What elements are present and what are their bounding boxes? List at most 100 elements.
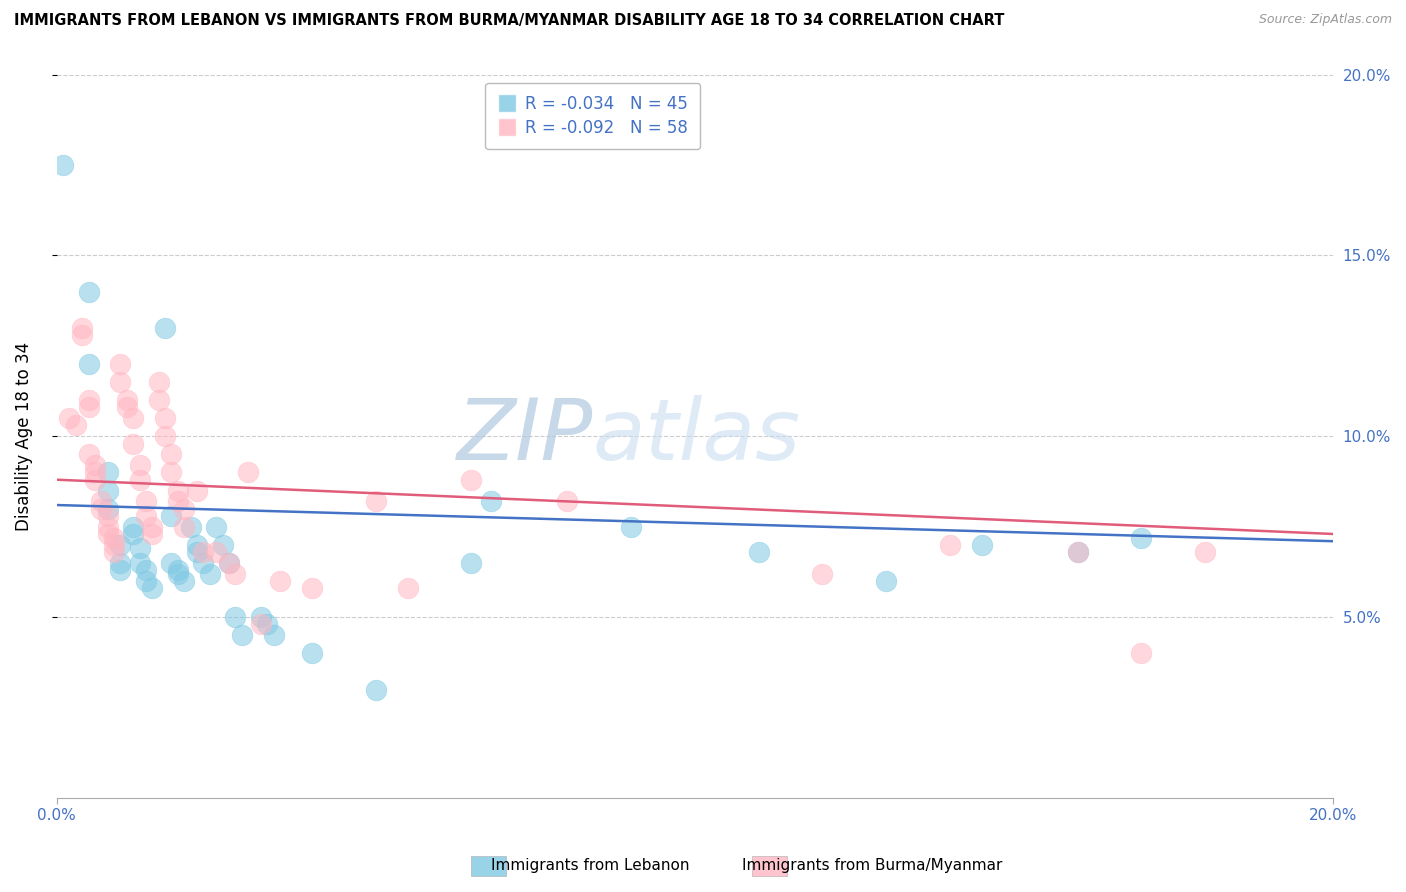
- Point: [218, 556, 240, 570]
- Point: [141, 527, 163, 541]
- Point: [128, 458, 150, 473]
- Point: [173, 574, 195, 588]
- Legend: R = -0.034   N = 45, R = -0.092   N = 58: R = -0.034 N = 45, R = -0.092 N = 58: [485, 83, 700, 149]
- Point: [153, 320, 176, 334]
- Point: [122, 527, 145, 541]
- Point: [269, 574, 291, 588]
- Point: [153, 411, 176, 425]
- Point: [811, 566, 834, 581]
- Text: Immigrants from Burma/Myanmar: Immigrants from Burma/Myanmar: [741, 858, 1002, 872]
- Point: [97, 527, 120, 541]
- Point: [1130, 531, 1153, 545]
- Point: [97, 483, 120, 498]
- Point: [186, 545, 208, 559]
- Point: [110, 563, 132, 577]
- Point: [97, 466, 120, 480]
- Point: [396, 581, 419, 595]
- Point: [364, 682, 387, 697]
- Point: [160, 447, 183, 461]
- Point: [77, 393, 100, 408]
- Point: [748, 545, 770, 559]
- Point: [224, 610, 246, 624]
- Point: [135, 508, 157, 523]
- Point: [90, 501, 112, 516]
- Point: [236, 466, 259, 480]
- Point: [166, 563, 188, 577]
- Point: [263, 628, 285, 642]
- Point: [939, 538, 962, 552]
- Point: [83, 466, 105, 480]
- Point: [115, 393, 138, 408]
- Point: [128, 473, 150, 487]
- Point: [103, 545, 125, 559]
- Point: [250, 617, 273, 632]
- Point: [70, 320, 93, 334]
- Point: [77, 285, 100, 299]
- Point: [205, 520, 228, 534]
- Point: [301, 581, 323, 595]
- Point: [211, 538, 233, 552]
- Point: [135, 494, 157, 508]
- Point: [173, 520, 195, 534]
- Point: [479, 494, 502, 508]
- Text: Immigrants from Lebanon: Immigrants from Lebanon: [491, 858, 690, 872]
- Point: [231, 628, 253, 642]
- Point: [122, 520, 145, 534]
- Point: [250, 610, 273, 624]
- Point: [153, 429, 176, 443]
- Point: [1066, 545, 1088, 559]
- Point: [186, 538, 208, 552]
- Point: [97, 501, 120, 516]
- Point: [110, 375, 132, 389]
- Point: [65, 418, 87, 433]
- Point: [1194, 545, 1216, 559]
- Point: [52, 158, 75, 172]
- Point: [1066, 545, 1088, 559]
- Point: [875, 574, 897, 588]
- Point: [460, 473, 482, 487]
- Point: [115, 401, 138, 415]
- Text: IMMIGRANTS FROM LEBANON VS IMMIGRANTS FROM BURMA/MYANMAR DISABILITY AGE 18 TO 34: IMMIGRANTS FROM LEBANON VS IMMIGRANTS FR…: [14, 13, 1004, 29]
- Point: [148, 393, 170, 408]
- Point: [970, 538, 993, 552]
- Point: [141, 581, 163, 595]
- Point: [198, 566, 221, 581]
- Point: [364, 494, 387, 508]
- Point: [128, 556, 150, 570]
- Point: [460, 556, 482, 570]
- Point: [160, 556, 183, 570]
- Point: [620, 520, 643, 534]
- Point: [97, 508, 120, 523]
- Text: atlas: atlas: [593, 395, 800, 478]
- Point: [166, 483, 188, 498]
- Point: [58, 411, 80, 425]
- Point: [256, 617, 278, 632]
- Point: [166, 494, 188, 508]
- Point: [103, 538, 125, 552]
- Point: [122, 436, 145, 450]
- Point: [110, 538, 132, 552]
- Point: [122, 411, 145, 425]
- Point: [218, 556, 240, 570]
- Point: [173, 501, 195, 516]
- Point: [83, 473, 105, 487]
- Point: [193, 545, 215, 559]
- Point: [90, 494, 112, 508]
- Point: [1130, 646, 1153, 660]
- Point: [141, 520, 163, 534]
- Point: [135, 574, 157, 588]
- Point: [166, 566, 188, 581]
- Point: [97, 520, 120, 534]
- Point: [83, 458, 105, 473]
- Point: [180, 520, 202, 534]
- Point: [555, 494, 578, 508]
- Point: [186, 483, 208, 498]
- Point: [77, 357, 100, 371]
- Point: [160, 508, 183, 523]
- Point: [77, 447, 100, 461]
- Point: [193, 556, 215, 570]
- Point: [103, 531, 125, 545]
- Point: [160, 466, 183, 480]
- Point: [135, 563, 157, 577]
- Text: Source: ZipAtlas.com: Source: ZipAtlas.com: [1258, 13, 1392, 27]
